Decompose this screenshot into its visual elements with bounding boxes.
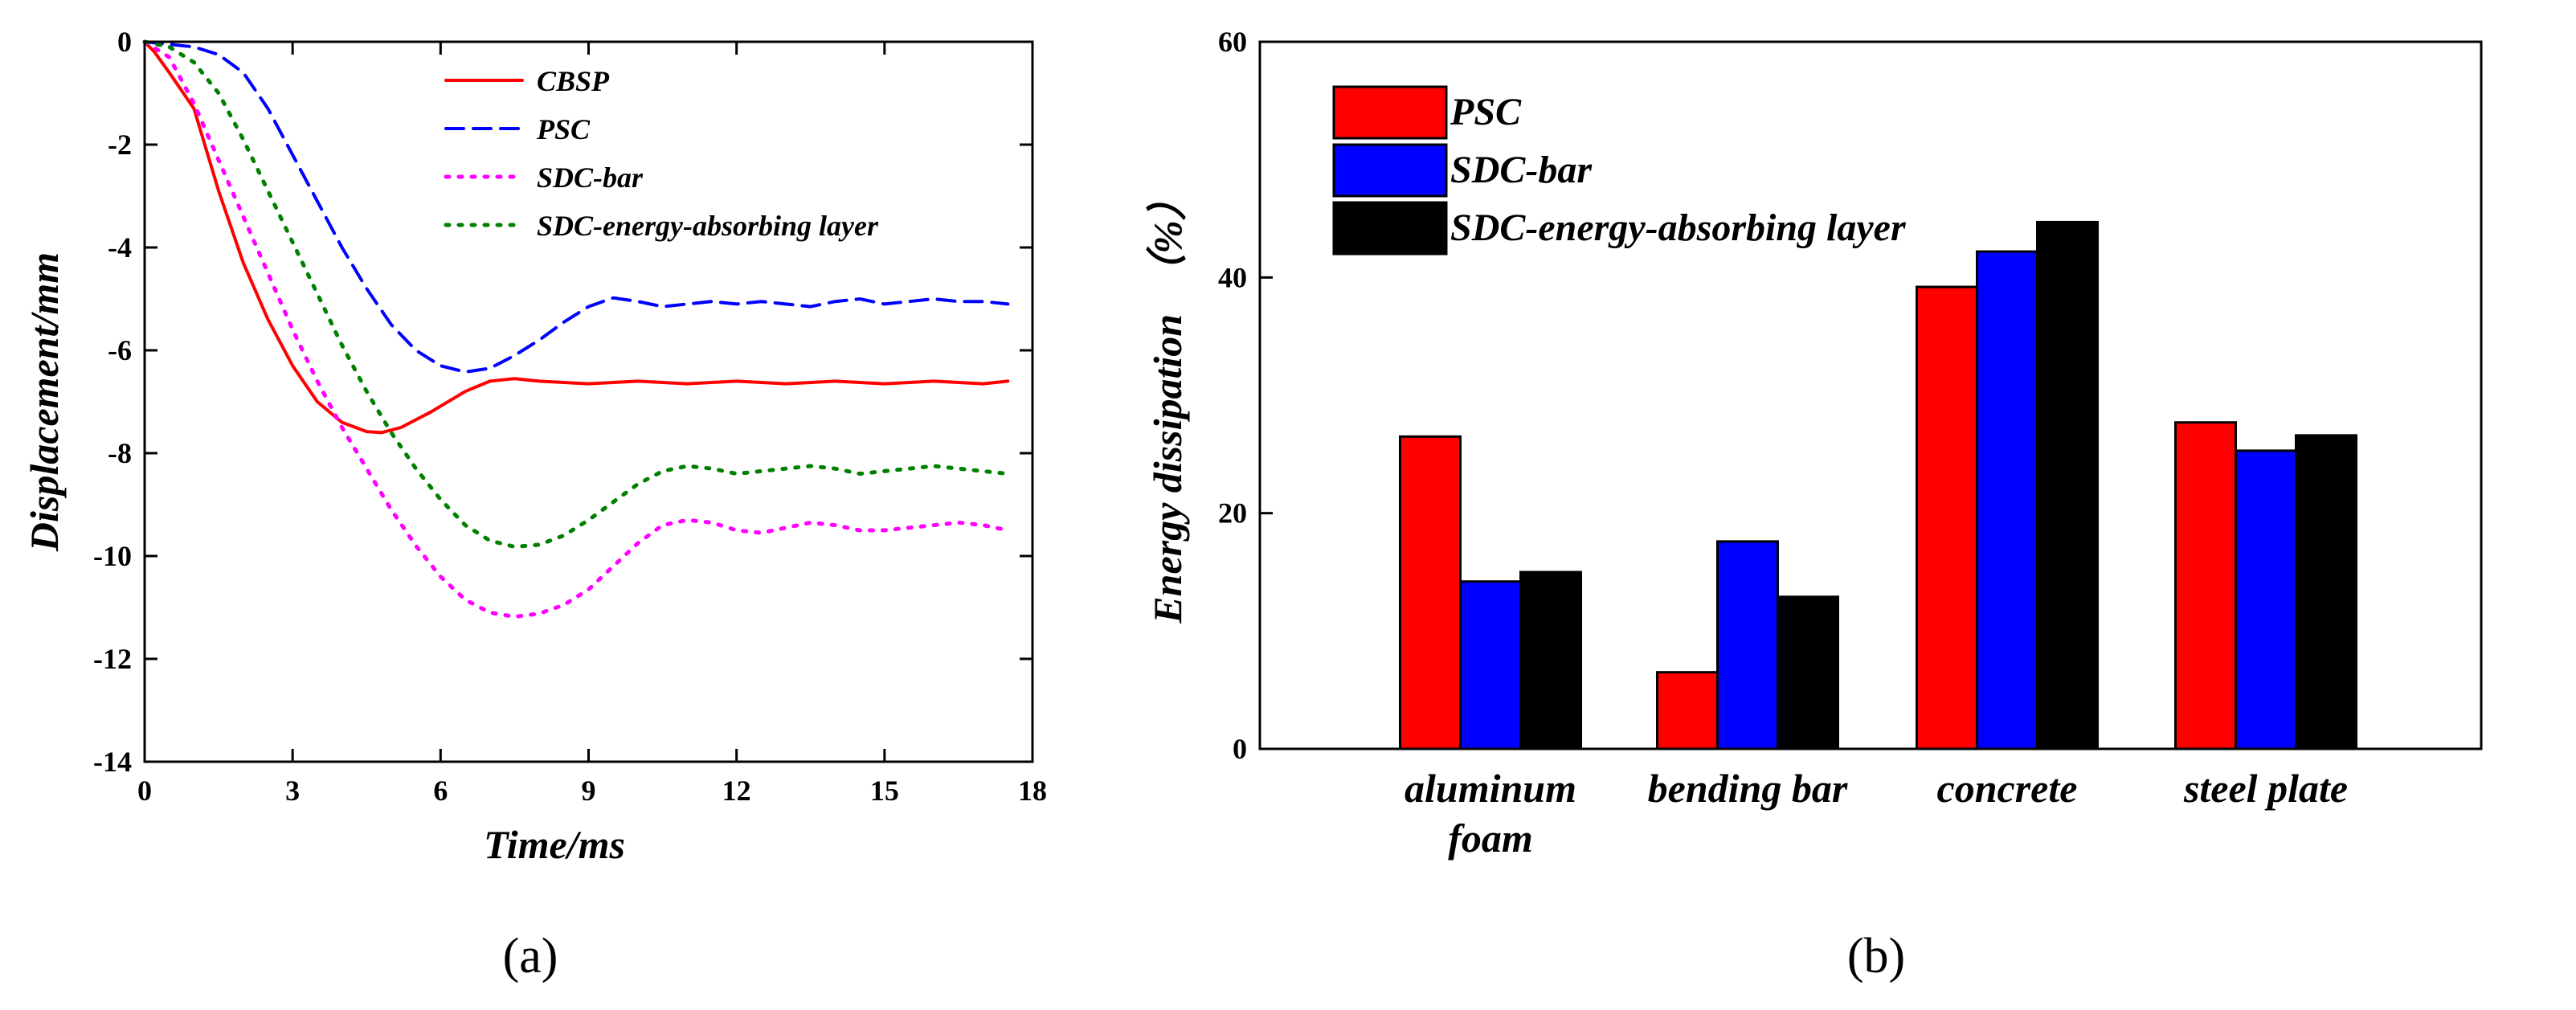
x-axis-label-a: Time/ms (484, 822, 625, 867)
legend-swatch-sdc-bar (1332, 143, 1448, 198)
category-label-concrete: concrete (1937, 766, 2078, 811)
y-tick-label: 0 (117, 26, 132, 58)
category-label-steel-plate: steel plate (2183, 766, 2348, 811)
x-tick-label: 18 (1018, 775, 1047, 807)
tick-labels-a: 0 3 6 9 12 15 18 0 -2 -4 -6 -8 -10 -12 -14 (93, 26, 1047, 807)
legend-label-psc-b: PSC (1450, 91, 1522, 133)
axis-ticks-b (1260, 40, 1273, 750)
series-line-sdc-energy-absorbing-layer (142, 39, 1010, 549)
x-tick-label: 15 (870, 775, 899, 807)
y-axis-label-a: Displacement/mm (22, 252, 67, 552)
y-tick-label: 0 (1233, 733, 1247, 765)
legend-swatch-sdc-energy-absorbing-layer (1332, 201, 1448, 256)
y-tick-label: -6 (108, 334, 132, 366)
series-line-psc (143, 40, 1010, 374)
line-chart-displacement: 0 3 6 9 12 15 18 0 -2 -4 -6 -8 -10 -12 -14 Time/ms Dis… (22, 26, 1047, 867)
category-labels: aluminum foam bending bar concrete steel pla… (1405, 766, 2348, 861)
legend-label-sdc-energy-absorbing-layer-b: SDC-energy-absorbing layer (1450, 206, 1907, 249)
bar-concrete-sdc-energy-absorbing-layer (2036, 220, 2099, 750)
axis-ticks-a (143, 40, 1034, 763)
legend-label-cbsp: CBSP (537, 65, 610, 97)
y-tick-label: -2 (108, 129, 132, 161)
bar-steel-plate-psc (2174, 421, 2237, 750)
y-tick-label: 40 (1218, 261, 1247, 293)
x-tick-label: 9 (582, 775, 596, 807)
tick-labels-b: 0 20 40 60 (1218, 26, 1247, 765)
legend-a: CBSP PSC SDC-bar SDC-energy-absorbing la… (444, 65, 879, 242)
y-tick-label: 60 (1218, 26, 1247, 58)
series-line-cbsp (143, 40, 1010, 435)
bar-chart-energy-dissipation: 0 20 40 60 aluminum foam bending bar concrete s… (1145, 26, 2483, 861)
y-tick-label: -10 (93, 540, 132, 572)
bar-steel-plate-sdc-bar (2235, 449, 2297, 750)
plot-frame-b (1258, 40, 2483, 750)
x-tick-label: 3 (285, 775, 300, 807)
bar-aluminum-foam-sdc-energy-absorbing-layer (1519, 570, 1582, 750)
panel-label-a: (a) (503, 929, 558, 983)
series-lines (142, 39, 1010, 619)
bar-bending-bar-sdc-energy-absorbing-layer (1777, 595, 1839, 750)
legend-label-sdc-energy-absorbing-layer: SDC-energy-absorbing layer (537, 210, 879, 242)
legend-swatch-psc (1332, 85, 1448, 140)
bar-concrete-psc (1916, 285, 1978, 750)
bars (1399, 220, 2357, 750)
y-tick-label: -12 (93, 643, 132, 675)
plot-frame-a (143, 40, 1034, 763)
panel-label-b: (b) (1847, 929, 1905, 983)
y-tick-label: -8 (108, 437, 132, 469)
legend-label-sdc-bar-b: SDC-bar (1450, 149, 1593, 191)
x-tick-label: 0 (137, 775, 152, 807)
bar-concrete-sdc-bar (1976, 250, 2038, 750)
category-label-aluminum-foam: foam (1448, 816, 1533, 861)
legend-label-psc: PSC (536, 113, 591, 145)
legend-b: PSC SDC-bar SDC-energy-absorbing layer (1332, 85, 1907, 256)
y-tick-label: -4 (108, 231, 132, 264)
x-tick-label: 6 (433, 775, 448, 807)
bar-bending-bar-psc (1656, 671, 1719, 750)
bar-aluminum-foam-psc (1399, 435, 1462, 750)
bar-bending-bar-sdc-bar (1716, 540, 1779, 750)
bar-aluminum-foam-sdc-bar (1459, 580, 1522, 750)
bar-steel-plate-sdc-energy-absorbing-layer (2295, 434, 2357, 750)
x-tick-label: 12 (722, 775, 751, 807)
y-tick-label: -14 (93, 746, 132, 778)
category-label-bending-bar: bending bar (1648, 766, 1848, 811)
legend-label-sdc-bar: SDC-bar (537, 162, 644, 194)
category-label-aluminum-foam: aluminum (1405, 766, 1576, 811)
y-tick-label: 20 (1218, 497, 1247, 530)
y-axis-label-b: Energy dissipation （%） (1145, 180, 1190, 624)
